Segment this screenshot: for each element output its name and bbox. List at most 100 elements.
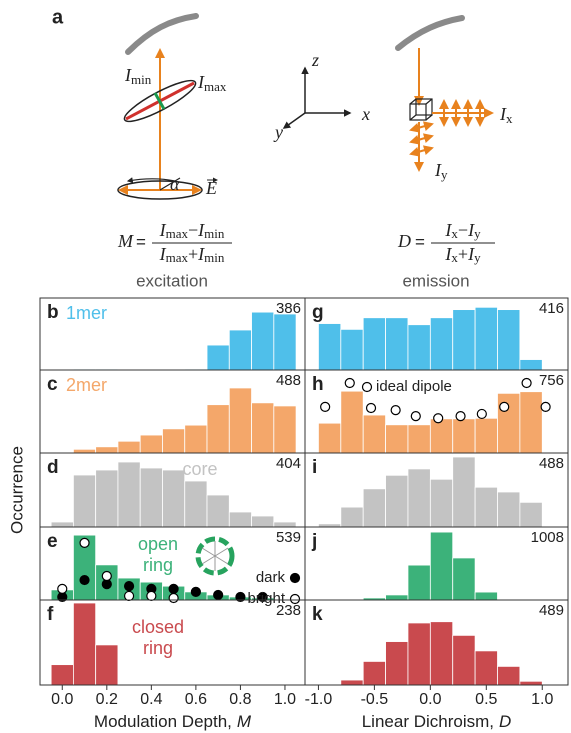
count: 416 xyxy=(539,300,564,317)
panel: i488 xyxy=(305,453,568,527)
sub: y xyxy=(441,167,448,182)
diagram: a Imin Imax α E z x y xyxy=(52,6,513,265)
legend-label: dark xyxy=(256,569,286,586)
legend-marker xyxy=(363,383,372,392)
legend-marker xyxy=(291,574,300,583)
count: 238 xyxy=(276,602,301,619)
panel-name: 2mer xyxy=(66,375,107,395)
point xyxy=(169,593,178,602)
bar xyxy=(386,595,408,600)
bar xyxy=(252,312,274,370)
x-tick-label: -1.0 xyxy=(305,691,333,708)
panel-name: 1mer xyxy=(66,303,107,323)
bar xyxy=(162,470,184,527)
panel-name: open xyxy=(138,534,178,554)
bar xyxy=(96,470,118,527)
bar xyxy=(408,623,430,685)
bar xyxy=(520,502,542,527)
bar xyxy=(252,516,274,527)
point xyxy=(500,402,509,411)
polarization xyxy=(411,101,480,154)
bar xyxy=(51,522,73,527)
point xyxy=(391,406,400,415)
bar xyxy=(274,406,296,453)
panel-name: closed xyxy=(132,617,184,637)
bar xyxy=(73,475,95,527)
bar xyxy=(386,475,408,527)
point xyxy=(214,590,223,599)
count: 386 xyxy=(276,300,301,317)
s: − xyxy=(188,220,198,240)
bar xyxy=(430,419,452,453)
bar xyxy=(363,489,385,527)
sub: max xyxy=(204,79,227,94)
bar xyxy=(408,425,430,453)
bar xyxy=(475,487,497,527)
bar xyxy=(408,469,430,527)
bar xyxy=(453,310,475,370)
bar xyxy=(386,642,408,685)
bar xyxy=(140,435,162,453)
count: 489 xyxy=(539,602,564,619)
column-title: emission xyxy=(402,271,469,290)
bar xyxy=(520,360,542,370)
bar xyxy=(408,565,430,600)
s: + xyxy=(188,244,198,264)
panel-label: c xyxy=(47,374,58,395)
bar xyxy=(162,429,184,453)
s: max xyxy=(166,250,189,265)
bar xyxy=(453,635,475,685)
bar xyxy=(185,425,207,453)
numerator: Imax−Imin xyxy=(159,220,225,241)
label: Imax xyxy=(197,72,227,94)
point xyxy=(456,412,465,421)
s: y xyxy=(474,250,481,265)
bar xyxy=(497,666,519,685)
eq: = xyxy=(415,232,425,251)
label-var: M xyxy=(237,712,252,731)
formula-d: D = Ix−Iy Ix+Iy xyxy=(397,220,495,265)
point xyxy=(541,402,550,411)
label: E xyxy=(205,178,217,198)
s: min xyxy=(204,226,225,241)
bar xyxy=(96,645,118,685)
panel-name: core xyxy=(182,459,217,479)
sub: x xyxy=(506,111,513,126)
bar xyxy=(207,405,229,453)
s: min xyxy=(204,250,225,265)
bar xyxy=(229,388,251,453)
bar xyxy=(453,457,475,527)
bar xyxy=(453,558,475,600)
bar xyxy=(363,661,385,685)
x-tick-label: 0.4 xyxy=(140,691,162,708)
y-axis-label: Occurrence xyxy=(7,446,26,534)
symbol: D xyxy=(397,231,411,251)
bar xyxy=(497,310,519,370)
bar xyxy=(497,393,519,453)
panel-label: b xyxy=(47,302,59,323)
point xyxy=(367,403,376,412)
axis-name: x xyxy=(361,104,370,124)
bar xyxy=(341,507,363,527)
molecule xyxy=(398,18,462,48)
panel-label: k xyxy=(312,604,323,625)
bar xyxy=(475,418,497,453)
panel-label: e xyxy=(47,531,58,552)
panel: d404core xyxy=(40,453,305,527)
point xyxy=(125,591,134,600)
bar xyxy=(140,468,162,527)
bar xyxy=(363,415,385,453)
bar xyxy=(73,449,95,453)
ring-icon xyxy=(198,539,232,573)
bar xyxy=(430,622,452,685)
point xyxy=(80,538,89,547)
bar xyxy=(363,318,385,370)
bar xyxy=(341,680,363,685)
bar xyxy=(386,318,408,370)
bar xyxy=(475,307,497,370)
panel: j1008 xyxy=(305,527,568,600)
bar xyxy=(252,403,274,453)
bar xyxy=(96,447,118,453)
